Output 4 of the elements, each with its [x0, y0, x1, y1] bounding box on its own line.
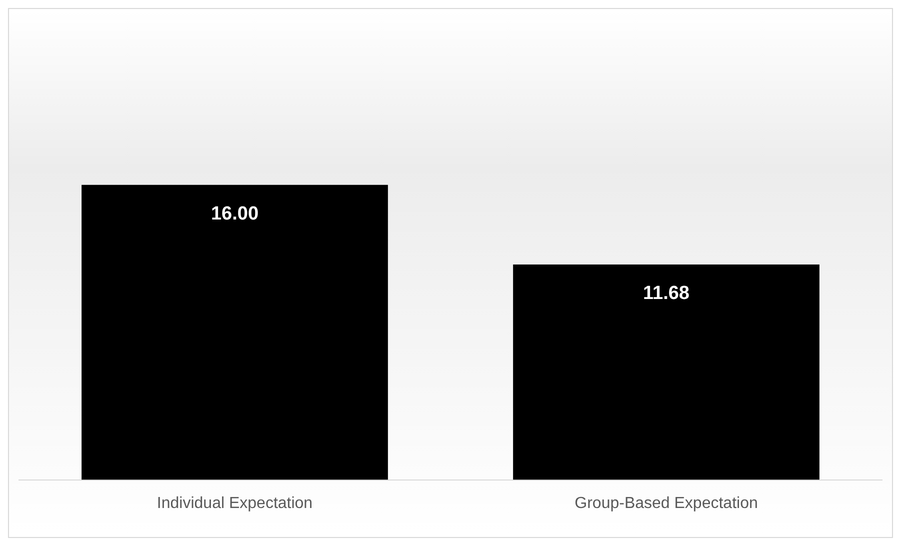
x-tick-label: Group-Based Expectation: [574, 494, 758, 512]
data-label: 11.68: [643, 283, 690, 304]
x-tick-label: Individual Expectation: [156, 494, 313, 512]
data-label: 16.00: [210, 204, 259, 225]
